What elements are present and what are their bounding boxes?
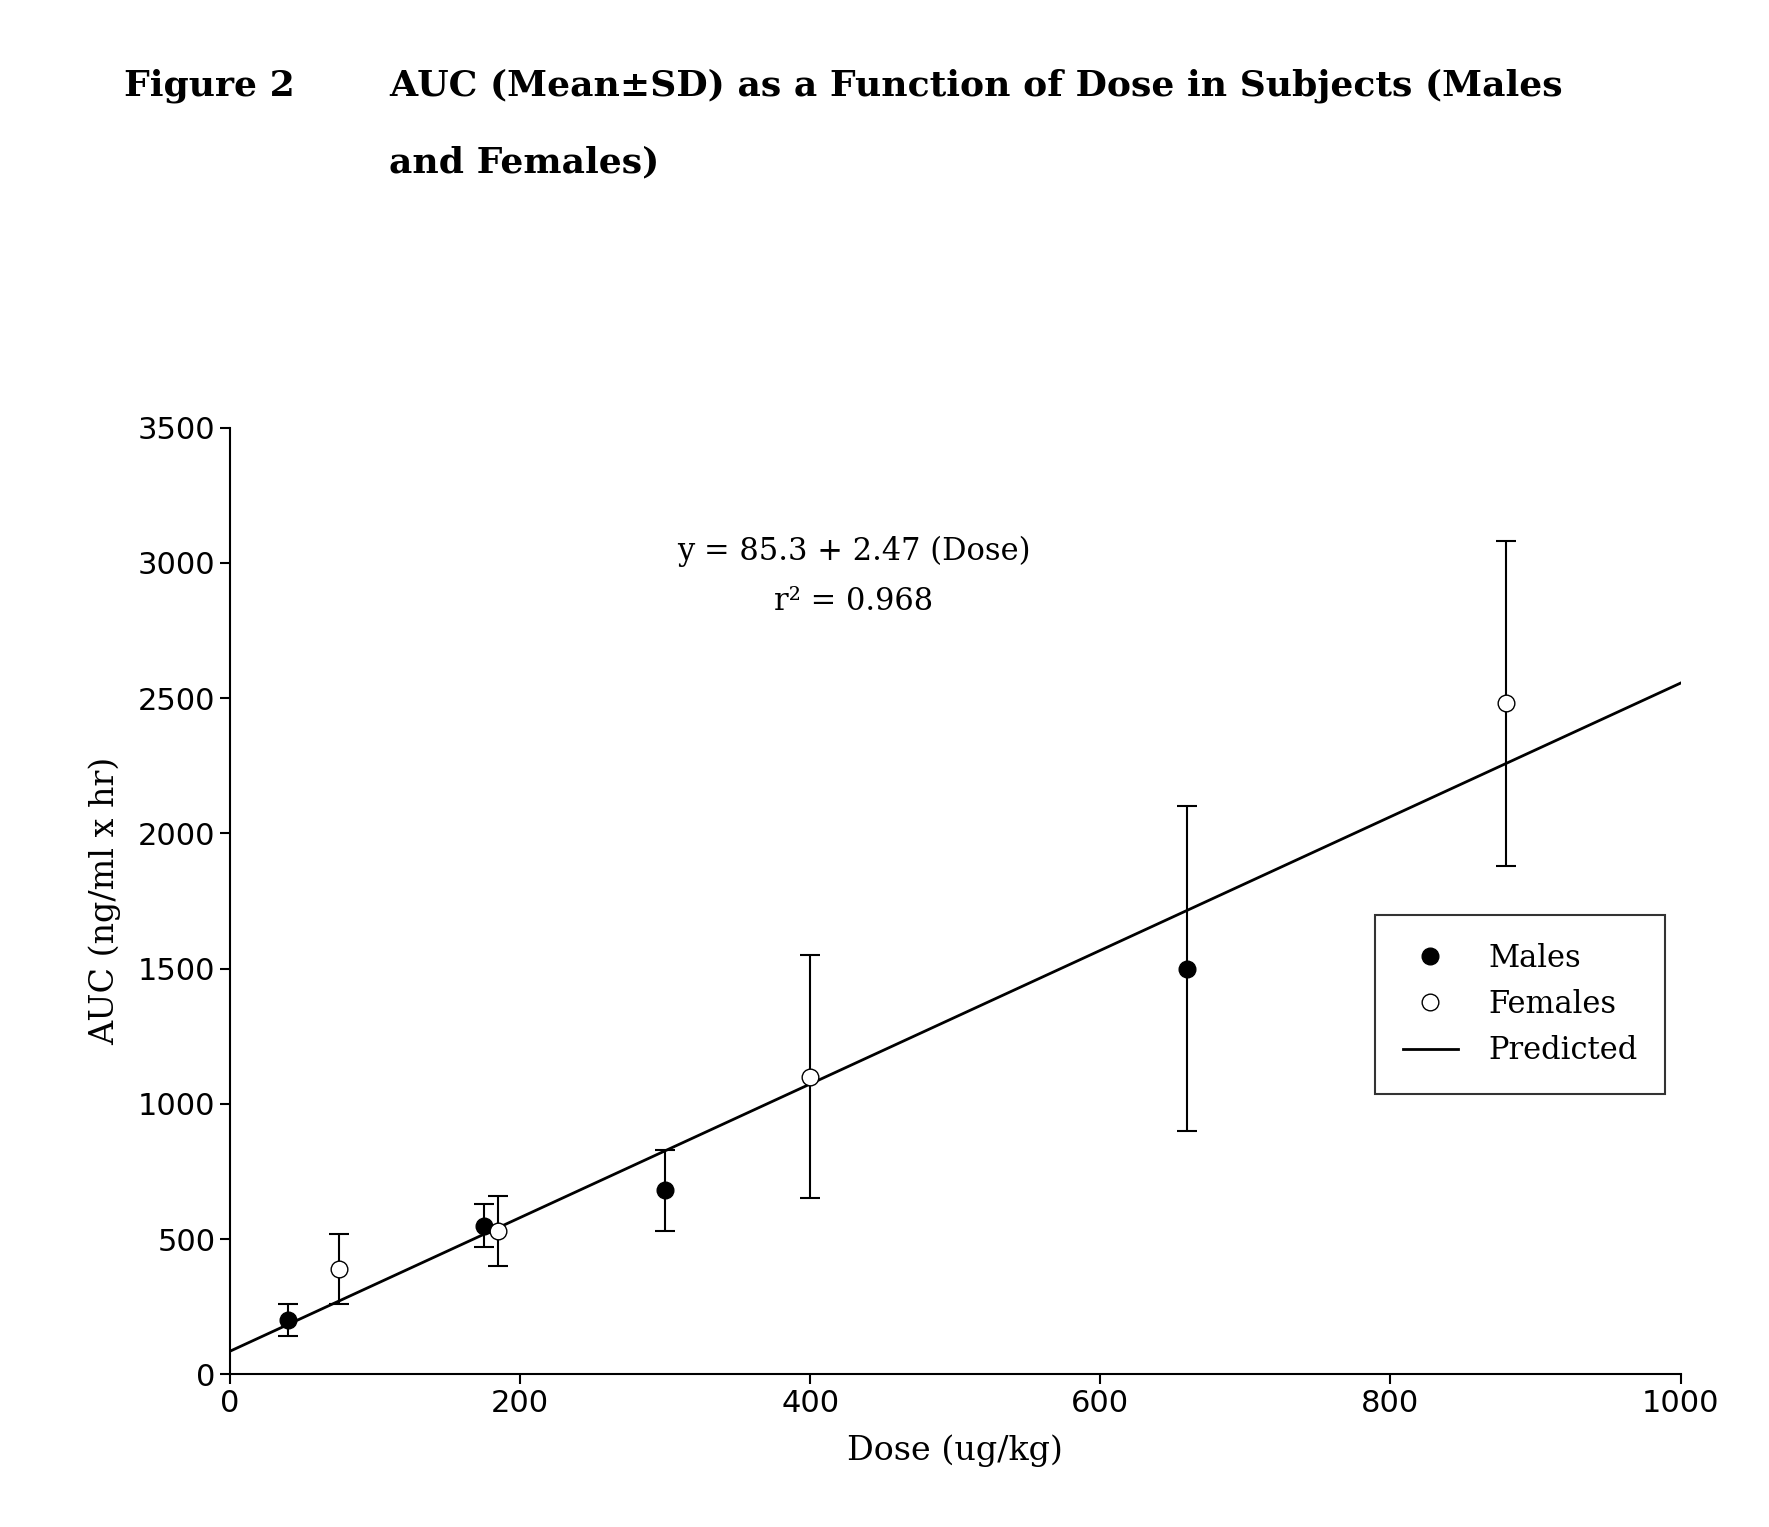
Legend: Males, Females, Predicted: Males, Females, Predicted [1376, 915, 1665, 1093]
Text: Figure 2: Figure 2 [124, 69, 295, 104]
X-axis label: Dose (ug/kg): Dose (ug/kg) [847, 1434, 1063, 1467]
Text: AUC (Mean±SD) as a Function of Dose in Subjects (Males: AUC (Mean±SD) as a Function of Dose in S… [389, 69, 1562, 104]
Y-axis label: AUC (ng/ml x hr): AUC (ng/ml x hr) [88, 757, 120, 1044]
Text: y = 85.3 + 2.47 (Dose)
r² = 0.968: y = 85.3 + 2.47 (Dose) r² = 0.968 [678, 536, 1031, 617]
Text: and Females): and Females) [389, 145, 660, 179]
